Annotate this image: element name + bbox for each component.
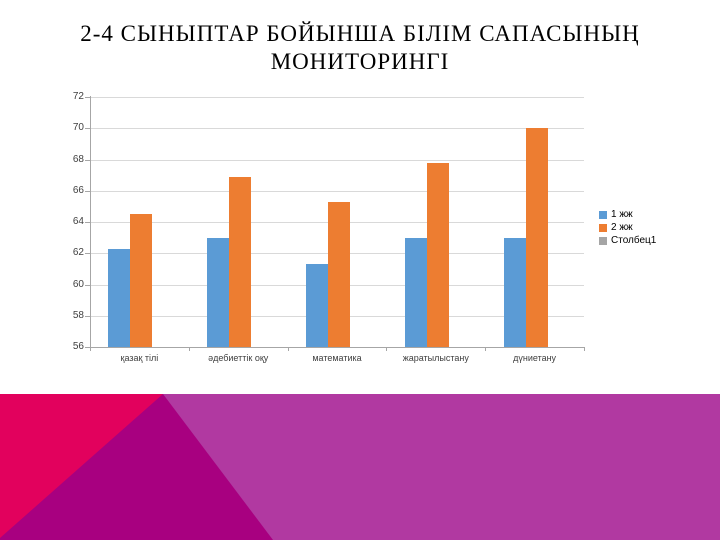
bar-1-жж-1 [108, 248, 131, 347]
y-axis-label: 70 [72, 122, 84, 134]
y-axis-tick [85, 128, 90, 130]
gridline [90, 190, 584, 192]
y-axis-tick [85, 159, 90, 161]
x-axis-tick [90, 347, 91, 351]
bar-2-жж-3 [328, 201, 350, 347]
x-axis-label: қазақ тілі [120, 353, 159, 363]
chart-legend: 1 жж 2 жж Столбец1 [599, 209, 656, 246]
y-axis-tick [85, 97, 90, 98]
decor-triangle-pink [0, 394, 163, 538]
legend-item: Столбец1 [599, 235, 656, 246]
y-axis-label: 68 [72, 153, 84, 165]
x-axis-label: әдебиеттік оқу [208, 353, 269, 363]
y-axis-line [90, 96, 91, 351]
legend-label: 2 жж [611, 222, 633, 233]
y-axis-label: 66 [72, 184, 84, 196]
y-axis-tick [85, 315, 90, 317]
legend-label: 1 жж [611, 209, 633, 220]
gridline [90, 159, 584, 161]
y-axis-tick [85, 347, 90, 348]
legend-item: 1 жж [599, 209, 656, 220]
slide-title: 2-4 СЫНЫПТАР БОЙЫНША БІЛІМ САПАСЫНЫҢ МОН… [80, 21, 640, 75]
y-axis-label: 56 [72, 341, 84, 352]
x-axis-tick [584, 347, 585, 351]
bar-1-жж-2 [207, 237, 230, 347]
bar-2-жж-2 [229, 176, 252, 347]
x-axis-tick [485, 347, 487, 351]
y-axis-label: 72 [72, 91, 84, 102]
y-axis-tick [85, 190, 90, 192]
bar-2-жж-5 [525, 128, 548, 347]
bar-2-жж-4 [426, 162, 449, 347]
y-axis-tick [85, 284, 90, 286]
x-axis-label: жаратылыстану [402, 353, 469, 363]
x-axis-tick [287, 347, 289, 351]
gridline [90, 97, 584, 98]
decor-triangle-dark [0, 394, 273, 540]
gridline [90, 128, 584, 130]
legend-swatch-icon [599, 236, 607, 245]
bar-1-жж-4 [404, 237, 427, 347]
bar-chart: 56 58 60 62 64 66 68 70 72 қазақ тілі әдебиеттік о… [72, 91, 585, 363]
y-axis-label: 58 [72, 309, 84, 321]
y-axis-label: 60 [72, 278, 84, 290]
bar-1-жж-3 [306, 264, 328, 347]
y-axis-tick [85, 253, 90, 255]
x-axis-label: математика [312, 353, 362, 363]
x-axis-label: дүниетану [513, 353, 557, 363]
bar-1-жж-5 [503, 237, 526, 347]
legend-label: Столбец1 [611, 235, 657, 246]
x-axis-tick [188, 347, 190, 351]
legend-swatch-icon [599, 210, 607, 219]
bar-2-жж-1 [130, 214, 153, 347]
x-axis-line [90, 347, 584, 348]
legend-swatch-icon [599, 223, 607, 232]
y-axis-label: 62 [72, 247, 84, 259]
footer-decoration [0, 394, 720, 540]
y-axis-tick [85, 222, 90, 223]
y-axis-label: 64 [72, 216, 84, 227]
legend-item: 2 жж [599, 222, 656, 233]
x-axis-tick [386, 347, 388, 351]
